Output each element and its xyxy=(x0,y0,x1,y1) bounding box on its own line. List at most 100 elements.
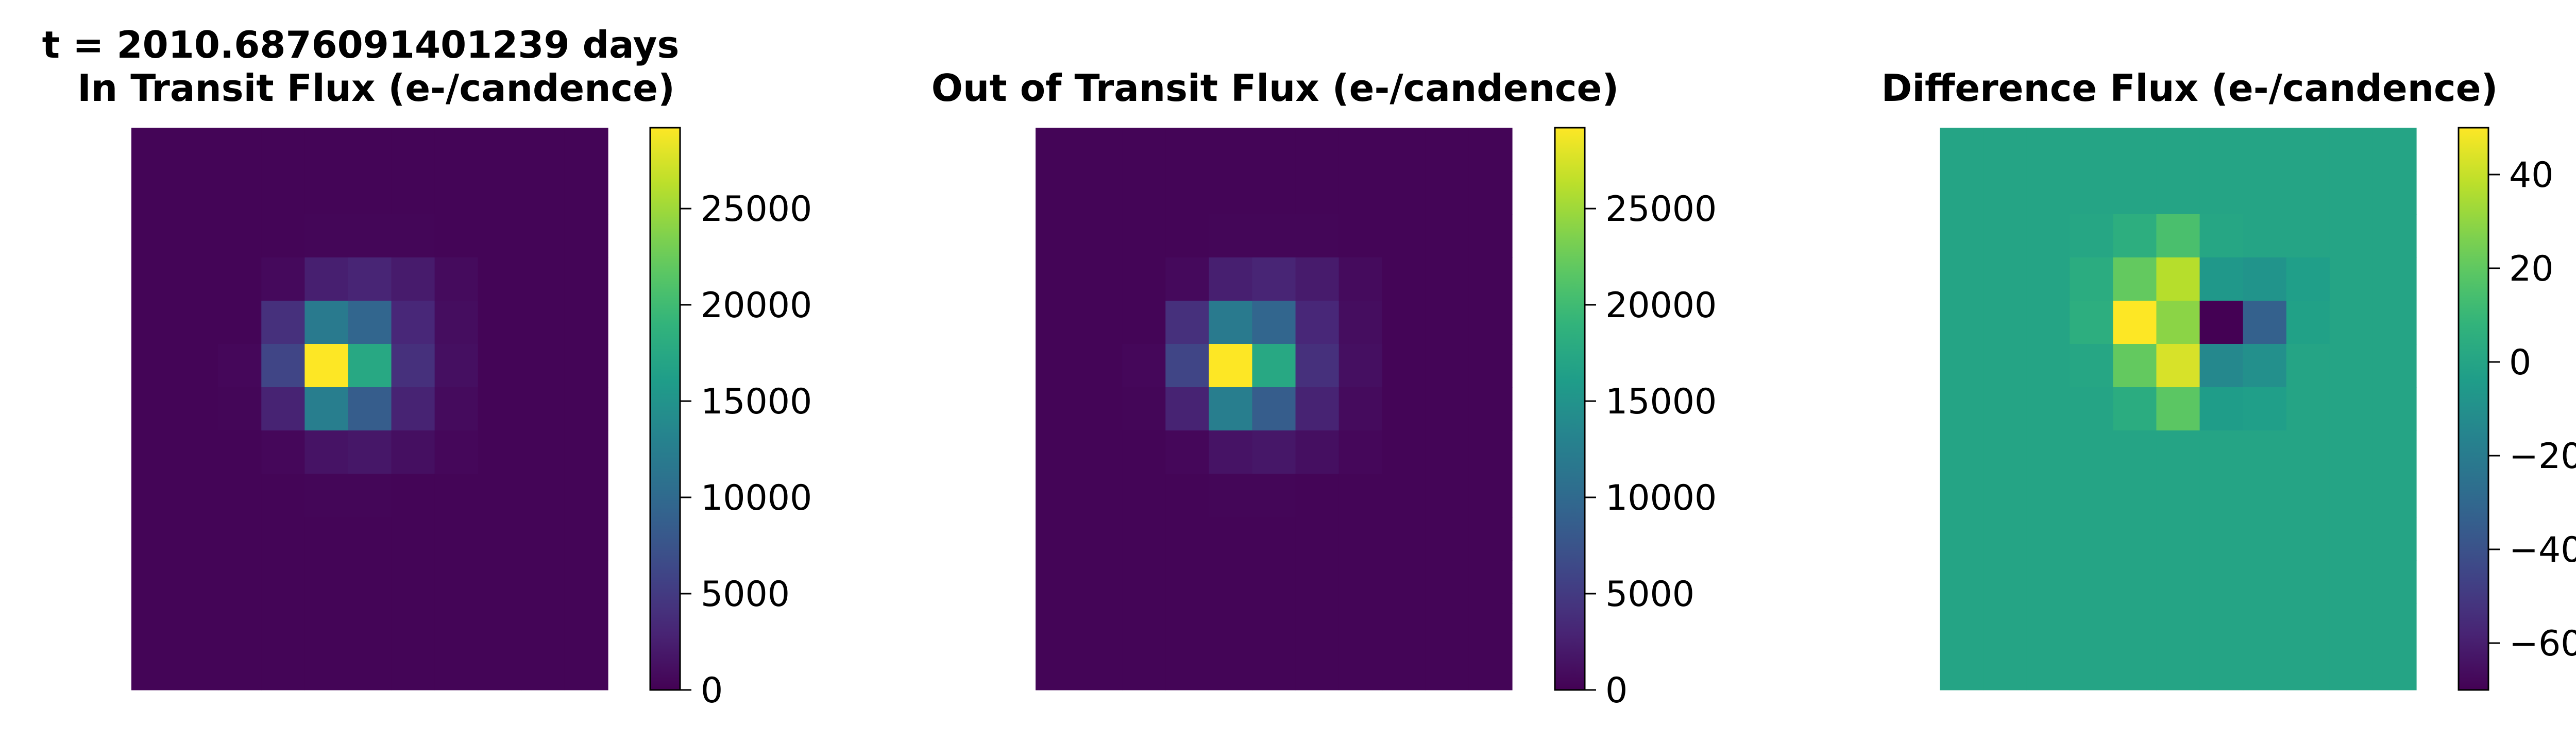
heatmap-cell xyxy=(2373,171,2417,215)
heatmap-cell xyxy=(2200,474,2244,517)
heatmap-cell xyxy=(392,257,435,301)
heatmap-cell xyxy=(435,257,479,301)
colorbar-tick-label: 10000 xyxy=(701,478,812,518)
heatmap-cell xyxy=(435,603,479,647)
heatmap-cell xyxy=(175,603,218,647)
heatmap-cell xyxy=(2113,517,2157,561)
heatmap-cell xyxy=(2286,603,2330,647)
heatmap-cell xyxy=(2156,387,2200,431)
heatmap-cell xyxy=(1469,171,1513,215)
heatmap-cell xyxy=(2286,171,2330,215)
heatmap-cell xyxy=(2243,430,2287,474)
heatmap-cell xyxy=(175,430,218,474)
heatmap-cell xyxy=(1983,603,2027,647)
heatmap-cell xyxy=(1122,603,1166,647)
heatmap-cell xyxy=(2243,171,2287,215)
heatmap-cell xyxy=(2156,603,2200,647)
heatmap-cell xyxy=(1122,301,1166,344)
heatmap-cell xyxy=(2373,257,2417,301)
heatmap-cell xyxy=(304,430,348,474)
colorbar-tick-label: 20000 xyxy=(1605,285,1717,326)
heatmap-cell xyxy=(521,603,565,647)
heatmap-cell xyxy=(2286,344,2330,388)
heatmap-cell xyxy=(1469,301,1513,344)
heatmap-cell xyxy=(261,171,305,215)
in-transit-heatmap xyxy=(131,128,608,690)
heatmap-cell xyxy=(1036,214,1079,258)
heatmap-cell xyxy=(1252,474,1296,517)
heatmap-cell xyxy=(1036,387,1079,431)
heatmap-cell xyxy=(2200,430,2244,474)
heatmap-cell xyxy=(521,301,565,344)
heatmap-cell xyxy=(1079,387,1123,431)
heatmap-cell xyxy=(218,647,262,690)
heatmap-cell xyxy=(348,344,392,388)
heatmap-cell xyxy=(1122,560,1166,604)
heatmap-cell xyxy=(261,128,305,171)
heatmap-cell xyxy=(1382,647,1426,690)
heatmap-cell xyxy=(175,214,218,258)
colorbar-tick-label: 5000 xyxy=(701,574,790,615)
heatmap-cell xyxy=(348,214,392,258)
heatmap-cell xyxy=(218,560,262,604)
heatmap-cell xyxy=(2026,517,2070,561)
heatmap-cell xyxy=(261,474,305,517)
heatmap-cell xyxy=(2026,301,2070,344)
heatmap-cell xyxy=(2156,517,2200,561)
heatmap-cell xyxy=(2373,344,2417,388)
heatmap-cell xyxy=(175,257,218,301)
heatmap-cell xyxy=(478,214,522,258)
heatmap-cell xyxy=(1469,387,1513,431)
heatmap-cell xyxy=(1339,430,1383,474)
heatmap-cell xyxy=(392,387,435,431)
heatmap-cell xyxy=(2373,560,2417,604)
heatmap-cell xyxy=(392,430,435,474)
heatmap-cell xyxy=(2156,301,2200,344)
colorbar-tick-label: 20 xyxy=(2509,249,2554,289)
heatmap-cell xyxy=(1469,214,1513,258)
heatmap-cell xyxy=(2330,517,2374,561)
heatmap-cell xyxy=(1940,603,1984,647)
heatmap-cell xyxy=(304,387,348,431)
colorbar-gradient xyxy=(650,128,680,690)
heatmap-cell xyxy=(1165,214,1209,258)
heatmap-cell xyxy=(1426,344,1469,388)
heatmap-cell xyxy=(175,171,218,215)
heatmap-cell xyxy=(1296,344,1340,388)
heatmap-cell xyxy=(2156,171,2200,215)
heatmap-cell xyxy=(521,474,565,517)
heatmap-cell xyxy=(1165,171,1209,215)
heatmap-cell xyxy=(565,387,608,431)
heatmap-cell xyxy=(304,257,348,301)
heatmap-cell xyxy=(2373,387,2417,431)
heatmap-cell xyxy=(1252,344,1296,388)
heatmap-cell xyxy=(2330,301,2374,344)
heatmap-cell xyxy=(2373,647,2417,690)
heatmap-cell xyxy=(1382,301,1426,344)
heatmap-cell xyxy=(2286,647,2330,690)
heatmap-cell xyxy=(1079,517,1123,561)
heatmap-cell xyxy=(1983,560,2027,604)
heatmap-cell xyxy=(2286,387,2330,431)
heatmap-cell xyxy=(1339,560,1383,604)
heatmap-cell xyxy=(1036,344,1079,388)
heatmap-cell xyxy=(1382,517,1426,561)
heatmap-cell xyxy=(261,647,305,690)
heatmap-cell xyxy=(1296,387,1340,431)
heatmap-cell xyxy=(175,387,218,431)
heatmap-cell xyxy=(2243,128,2287,171)
heatmap-cell xyxy=(1382,603,1426,647)
heatmap-cell xyxy=(478,344,522,388)
heatmap-cell xyxy=(218,387,262,431)
heatmap-cell xyxy=(1983,387,2027,431)
heatmap-cell xyxy=(1079,474,1123,517)
heatmap-cell xyxy=(2070,517,2113,561)
heatmap-cell xyxy=(2156,128,2200,171)
heatmap-cell xyxy=(131,387,175,431)
heatmap-cell xyxy=(2070,430,2113,474)
heatmap-cell xyxy=(1209,171,1252,215)
heatmap-cell xyxy=(304,214,348,258)
heatmap-cell xyxy=(348,387,392,431)
heatmap-cell xyxy=(565,603,608,647)
heatmap-cell xyxy=(478,603,522,647)
